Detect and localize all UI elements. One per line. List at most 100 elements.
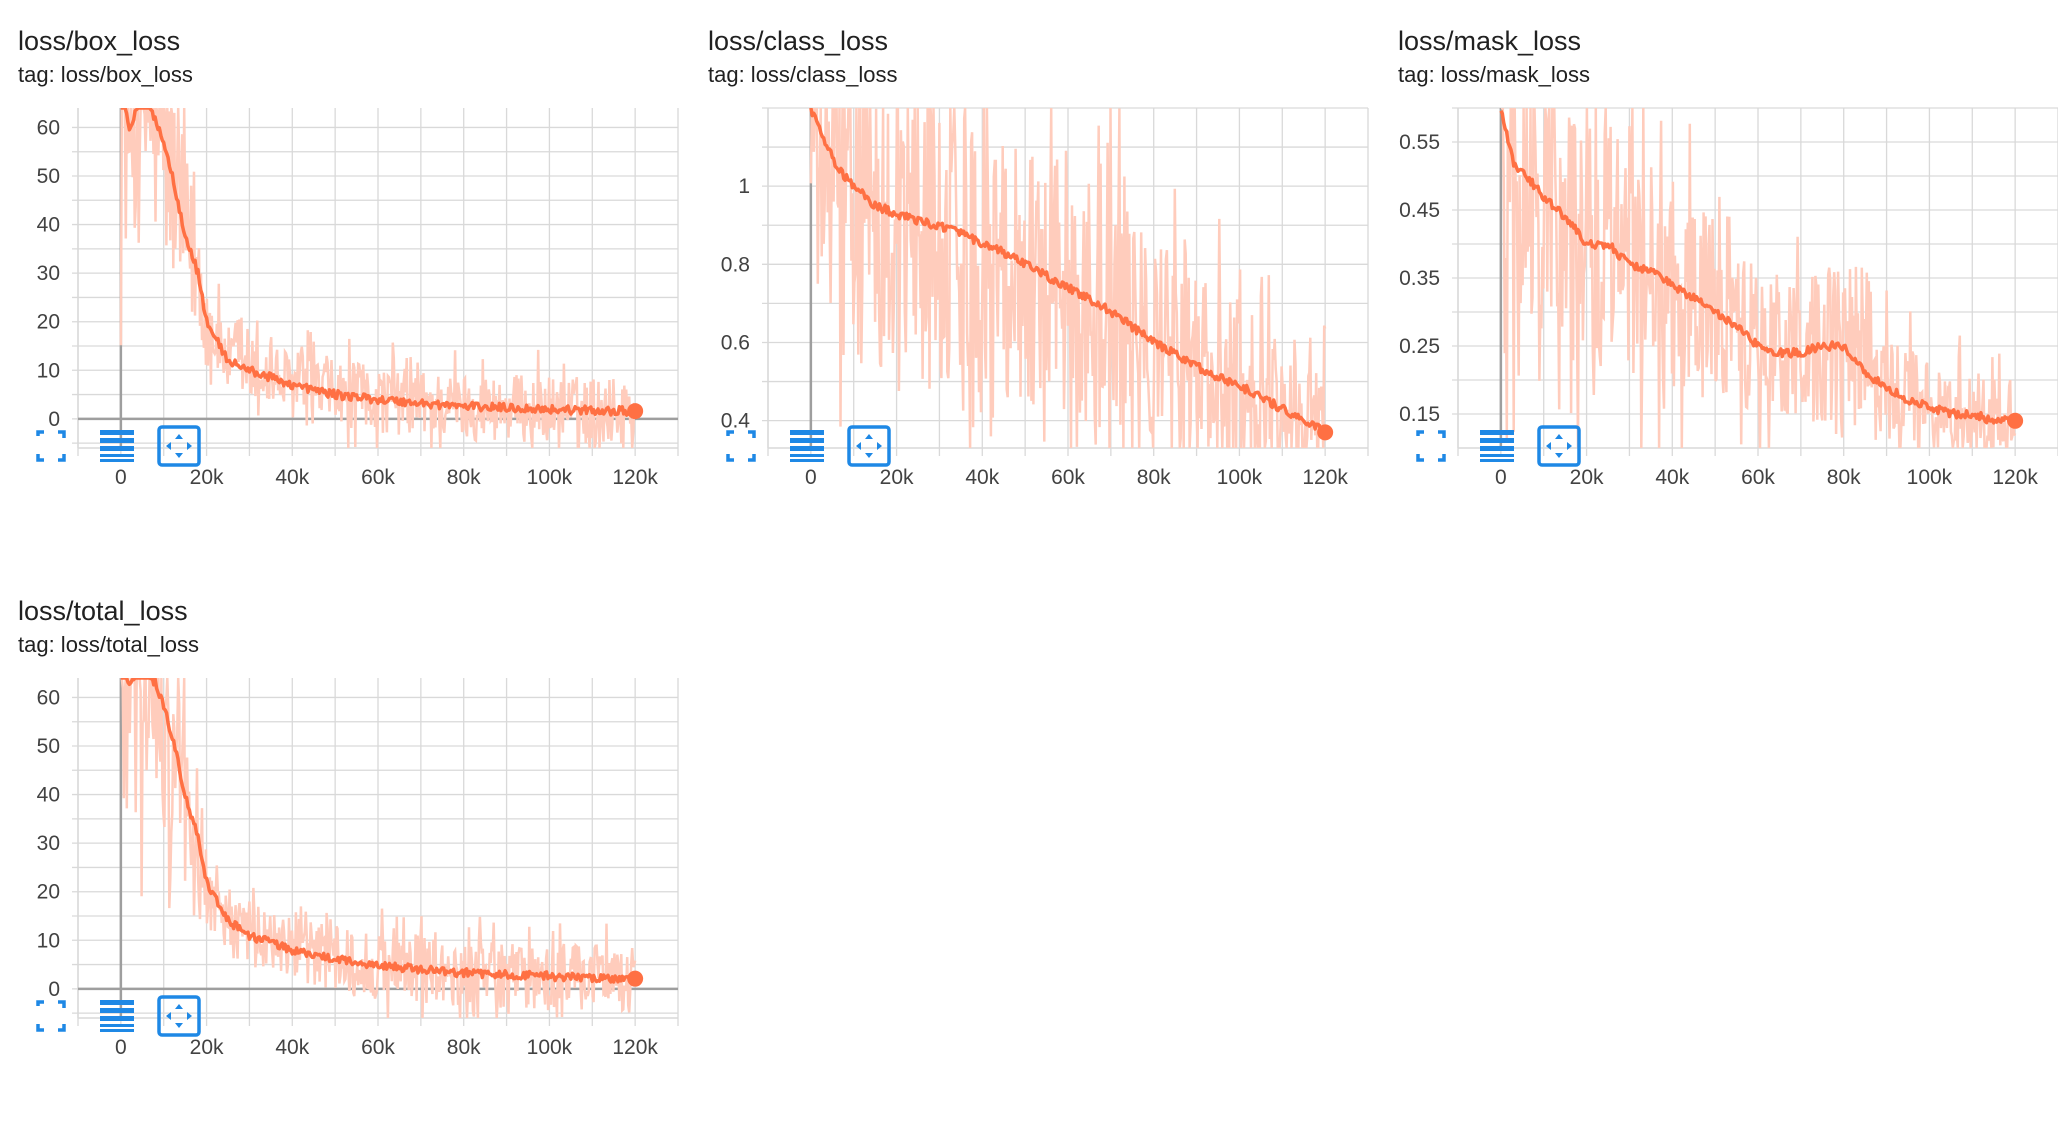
x-tick-label: 20k [190,466,224,489]
x-tick-label: 80k [447,1036,481,1059]
x-tick-label: 20k [1570,466,1604,489]
y-tick-label: 40 [37,214,60,237]
chart-tag: tag: loss/class_loss [708,62,898,87]
fit-domain-icon [1537,425,1581,467]
chart-tag: tag: loss/box_loss [18,62,193,87]
fit-domain-button[interactable] [846,424,892,468]
x-tick-label: 120k [612,466,658,489]
chart-card-class-loss: loss/class_loss tag: loss/class_loss 0 20… [690,0,1370,560]
y-tick-label: 0.25 [1399,335,1440,358]
chart-toolbar [28,994,248,1038]
chart-title: loss/mask_loss [1398,26,1582,56]
x-tick-label: 100k [527,1036,573,1059]
y-tick-label: 60 [37,686,60,709]
fit-domain-button[interactable] [156,424,202,468]
y-tick-label: 0 [48,408,60,431]
chart-tag: tag: loss/total_loss [18,632,199,657]
toggle-log-scale-button[interactable] [784,424,830,468]
x-tick-label: 0 [805,466,817,489]
chart-title: loss/total_loss [18,596,188,626]
y-tick-label: 50 [37,735,60,758]
x-tick-label: 120k [1302,466,1348,489]
fit-domain-button[interactable] [1536,424,1582,468]
last-point-marker[interactable] [2007,412,2024,429]
line-chart-box-loss[interactable]: 0 20k 40k 60k 80k 100k 120k 0 10 20 30 40 50 60 [0,100,680,520]
x-tick-label: 0 [1495,466,1507,489]
y-tick-label: 0.35 [1399,267,1440,290]
line-chart-mask-loss[interactable]: 0 20k 40k 60k 80k 100k 120k 0.15 0.25 0.35 0.45 0.5… [1380,100,2058,520]
fullscreen-button[interactable] [28,994,74,1038]
x-tick-label: 60k [361,466,395,489]
x-tick-label: 80k [447,466,481,489]
toggle-log-scale-icon [1480,430,1514,462]
chart-card-mask-loss: loss/mask_loss tag: loss/mask_loss 0 20k 4… [1380,0,2058,560]
y-tick-label: 1 [738,175,750,198]
y-tick-label: 30 [37,262,60,285]
last-point-marker[interactable] [627,970,644,987]
y-tick-label: 60 [37,116,60,139]
x-tick-label: 120k [1992,466,2038,489]
smoothed-series-line [1499,109,2017,426]
toggle-log-scale-button[interactable] [94,424,140,468]
fit-domain-icon [157,995,201,1037]
y-tick-label: 0.8 [721,253,750,276]
toggle-log-scale-button[interactable] [94,994,140,1038]
y-tick-label: 10 [37,359,60,382]
last-point-marker[interactable] [627,403,644,420]
line-chart-class-loss[interactable]: 0 20k 40k 60k 80k 100k 120k 0.4 0.6 0.8 1 [690,100,1370,520]
toggle-log-scale-icon [100,430,134,462]
y-tick-label: 0.4 [721,410,751,433]
smoothed-series-line [120,678,637,984]
fullscreen-icon [1416,430,1446,462]
toggle-log-scale-icon [790,430,824,462]
last-point-marker[interactable] [1317,424,1334,441]
y-tick-label: 10 [37,929,60,952]
toggle-log-scale-button[interactable] [1474,424,1520,468]
x-tick-label: 120k [612,1036,658,1059]
x-tick-label: 40k [1655,466,1689,489]
fit-domain-button[interactable] [156,994,202,1038]
x-tick-label: 100k [1217,466,1263,489]
y-tick-label: 0 [48,978,60,1001]
chart-toolbar [718,424,938,468]
fullscreen-icon [36,1000,66,1032]
smoothed-series-line [809,108,1327,437]
fullscreen-button[interactable] [28,424,74,468]
chart-card-total-loss: loss/total_loss tag: loss/total_loss 0 20… [0,570,680,1130]
fit-domain-icon [157,425,201,467]
x-tick-label: 80k [1827,466,1861,489]
y-tick-label: 40 [37,784,60,807]
x-tick-label: 20k [190,1036,224,1059]
y-tick-label: 0.45 [1399,199,1440,222]
y-tick-label: 0.55 [1399,131,1440,154]
x-tick-label: 60k [361,1036,395,1059]
smoothed-series-line [120,108,637,417]
fullscreen-button[interactable] [718,424,764,468]
fullscreen-button[interactable] [1408,424,1454,468]
chart-title: loss/box_loss [18,26,181,56]
fit-domain-icon [847,425,891,467]
chart-card-box-loss: loss/box_loss tag: loss/box_loss 0 20k 40k… [0,0,680,560]
x-tick-label: 60k [1051,466,1085,489]
x-tick-label: 40k [275,466,309,489]
chart-title: loss/class_loss [708,26,889,56]
chart-toolbar [28,424,248,468]
x-tick-label: 0 [115,1036,127,1059]
x-tick-label: 100k [527,466,573,489]
fullscreen-icon [36,430,66,462]
line-chart-total-loss[interactable]: 0 20k 40k 60k 80k 100k 120k 0 10 20 30 40 50 60 [0,670,680,1090]
y-tick-label: 0.6 [721,331,750,354]
y-tick-label: 0.15 [1399,403,1440,426]
chart-toolbar [1408,424,1628,468]
y-tick-label: 20 [37,881,60,904]
x-tick-label: 60k [1741,466,1775,489]
y-tick-label: 50 [37,165,60,188]
y-tick-label: 30 [37,832,60,855]
y-tick-label: 20 [37,311,60,334]
x-tick-label: 80k [1137,466,1171,489]
x-tick-label: 0 [115,466,127,489]
x-tick-label: 100k [1907,466,1953,489]
x-tick-label: 40k [275,1036,309,1059]
toggle-log-scale-icon [100,1000,134,1032]
x-tick-label: 40k [965,466,999,489]
